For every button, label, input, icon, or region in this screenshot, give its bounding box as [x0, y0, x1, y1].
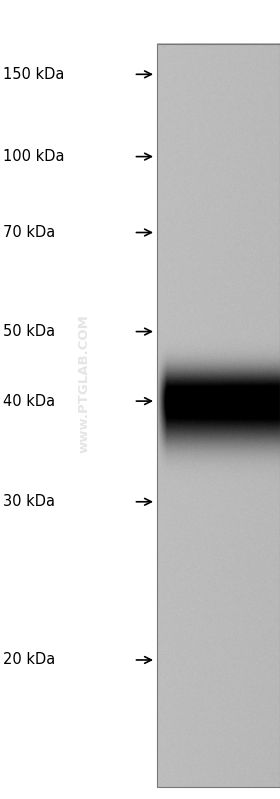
- Text: 70 kDa: 70 kDa: [3, 225, 55, 240]
- Text: 150 kDa: 150 kDa: [3, 67, 64, 81]
- Text: 100 kDa: 100 kDa: [3, 149, 64, 164]
- Text: 30 kDa: 30 kDa: [3, 495, 55, 509]
- Text: 40 kDa: 40 kDa: [3, 394, 55, 408]
- Bar: [157, 44, 280, 787]
- Text: www.PTGLAB.COM: www.PTGLAB.COM: [78, 314, 90, 453]
- Text: 20 kDa: 20 kDa: [3, 653, 55, 667]
- Text: 50 kDa: 50 kDa: [3, 324, 55, 339]
